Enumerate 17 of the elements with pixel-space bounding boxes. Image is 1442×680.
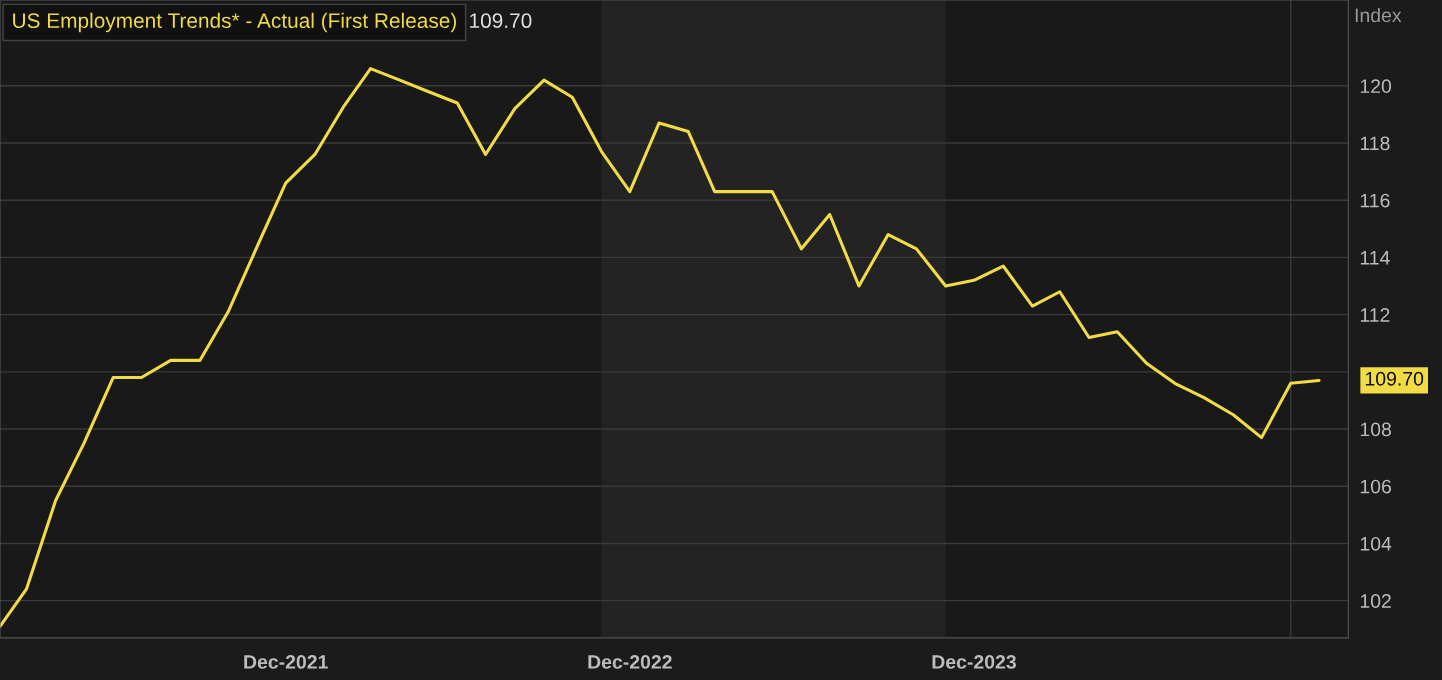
annotation: 109.70 — [470, 13, 532, 29]
annotation: 109.70 — [1365, 371, 1424, 386]
text: US Employment Trends* - Actual (First Release) — [13, 12, 456, 33]
y-tick-label: 112 — [1360, 308, 1390, 322]
y-axis-title: Index — [1355, 7, 1402, 23]
x-tick-label: Dec-2022 — [588, 655, 672, 669]
y-tick-label: 120 — [1360, 79, 1392, 94]
line-series — [0, 67, 1321, 628]
x-tick-label: Dec-2023 — [932, 655, 1016, 669]
y-tick-label: 116 — [1360, 193, 1390, 208]
y-tick-label: 118 — [1360, 136, 1390, 151]
y-tick-label: 104 — [1360, 536, 1392, 551]
y-tick-label: 106 — [1360, 479, 1391, 494]
x-tick-label: Dec-2021 — [244, 655, 328, 669]
y-tick-label: 108 — [1360, 422, 1391, 437]
y-tick-label: 102 — [1360, 594, 1391, 608]
y-tick-label: 114 — [1360, 251, 1390, 265]
